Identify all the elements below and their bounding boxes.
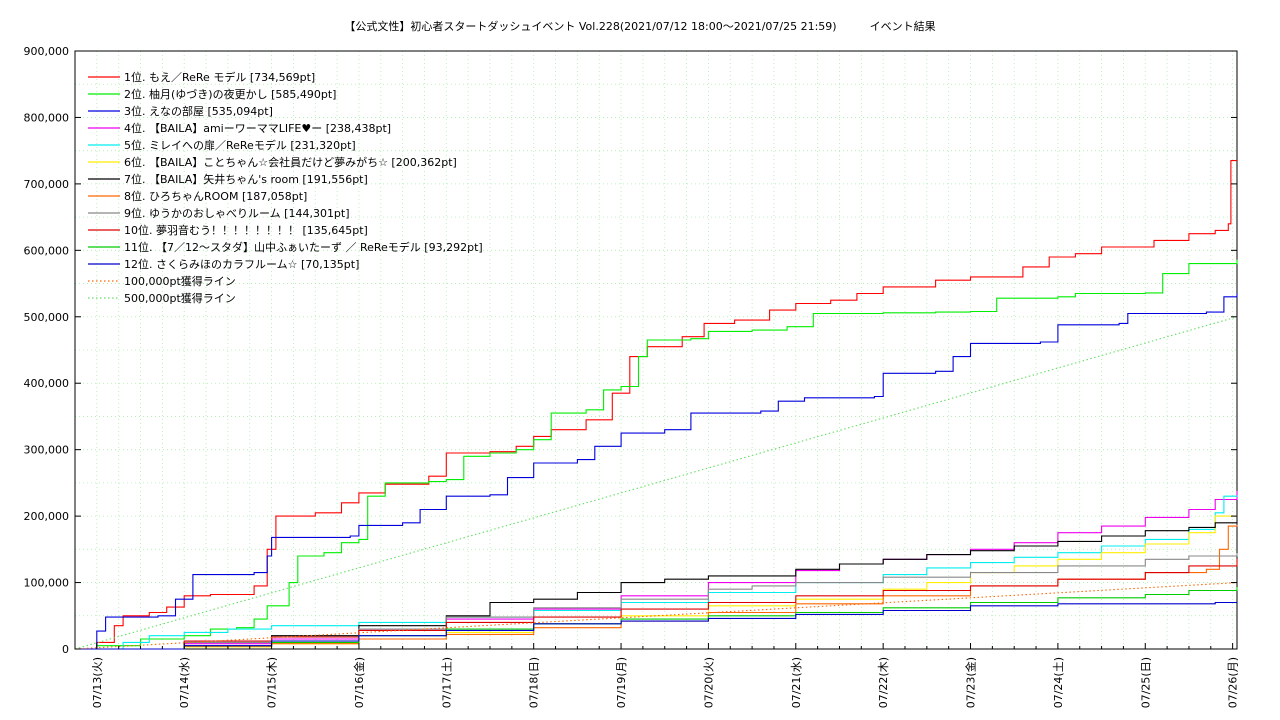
y-tick-label: 900,000 <box>24 45 70 58</box>
x-tick-label: 07/24(土) <box>1052 657 1065 708</box>
plot-frame <box>74 50 1238 650</box>
series-line-12 <box>75 601 1238 650</box>
y-tick-label: 200,000 <box>24 510 70 523</box>
y-tick-label: 100,000 <box>24 577 70 590</box>
series-line-4 <box>75 490 1238 650</box>
x-tick-label: 07/25(日) <box>1139 657 1152 708</box>
x-axis: 07/13(火) 07/14(水) 07/15(木) 07/16(金) 07/17(土)… <box>91 643 1240 708</box>
series-lines <box>74 160 1238 650</box>
legend-entry: 5位. ミレイへの扉／ReReモデル [231,320pt] <box>124 138 356 152</box>
legend-entry: 8位. ひろちゃんROOM [187,058pt] <box>124 189 307 203</box>
x-tick-label: 07/14(水) <box>178 657 191 708</box>
x-tick-label: 07/26(月) <box>1227 657 1240 708</box>
x-tick-label: 07/16(金) <box>352 657 366 708</box>
series-line-1 <box>75 160 1237 650</box>
y-tick-label: 700,000 <box>24 178 70 191</box>
legend: 1位. もえ／ReRe モデル [734,569pt] 2位. 柚月(ゆづき)の夜… <box>88 70 483 305</box>
series-line-8 <box>75 524 1238 650</box>
y-tick-label: 500,000 <box>24 311 70 324</box>
x-tick-label: 07/21(水) <box>790 657 803 708</box>
y-tick-label: 400,000 <box>24 377 70 390</box>
series-line-2 <box>75 259 1238 650</box>
y-tick-label: 0 <box>62 643 69 656</box>
series-line-10 <box>75 558 1238 650</box>
legend-entry: 3位. えなの部屋 [535,094pt] <box>124 104 273 118</box>
x-tick-label: 07/19(月) <box>615 657 628 708</box>
legend-entry: 11位. 【7／12〜スタダ】山中ふぁいたーず ／ ReReモデル [93,29… <box>124 240 483 254</box>
legend-entry: 2位. 柚月(ゆづき)の夜更かし [585,490pt] <box>124 87 336 101</box>
series-line-11 <box>75 587 1238 650</box>
legend-entry: 4位. 【BAILA】amiーワーママLIFE♥ー [238,438pt] <box>124 121 391 135</box>
chart-title: 【公式文性】初心者スタートダッシュイベント Vol.228(2021/07/12… <box>344 19 935 33</box>
y-axis: 0 100,000 200,000 300,000 400,000 500,000 600,… <box>24 45 1237 656</box>
y-tick-label: 600,000 <box>24 244 70 257</box>
x-tick-label: 07/13(火) <box>91 657 104 708</box>
series-line-3 <box>75 293 1238 650</box>
series-line-9 <box>75 553 1238 650</box>
x-tick-label: 07/20(火) <box>702 657 715 708</box>
x-tick-label: 07/23(金) <box>964 657 978 708</box>
x-tick-label: 07/18(日) <box>528 657 541 708</box>
legend-entry: 12位. さくらみほのカラフルーム☆ [70,135pt] <box>124 257 359 271</box>
legend-entry: 1位. もえ／ReRe モデル [734,569pt] <box>124 70 315 84</box>
x-tick-label: 07/15(木) <box>266 657 279 708</box>
series-line-5 <box>75 495 1238 650</box>
x-tick-label: 07/22(木) <box>877 657 890 708</box>
y-tick-label: 300,000 <box>24 444 70 457</box>
legend-entry: 10位. 夢羽音むう！！！！！！！！ [135,645pt] <box>124 223 368 237</box>
series-line-7 <box>75 521 1238 650</box>
legend-entry: 6位. 【BAILA】ことちゃん☆会社員だけど夢みがち☆ [200,362pt] <box>124 155 457 169</box>
x-tick-label: 07/17(土) <box>440 657 453 708</box>
y-tick-label: 800,000 <box>24 111 70 124</box>
legend-entry: 500,000pt獲得ライン <box>124 292 236 305</box>
legend-entry: 7位. 【BAILA】矢井ちゃん's room [191,556pt] <box>124 172 368 186</box>
legend-entry: 100,000pt獲得ライン <box>124 275 236 288</box>
legend-entry: 9位. ゆうかのおしゃべりルーム [144,301pt] <box>124 206 350 220</box>
series-line-14 <box>74 316 1238 650</box>
